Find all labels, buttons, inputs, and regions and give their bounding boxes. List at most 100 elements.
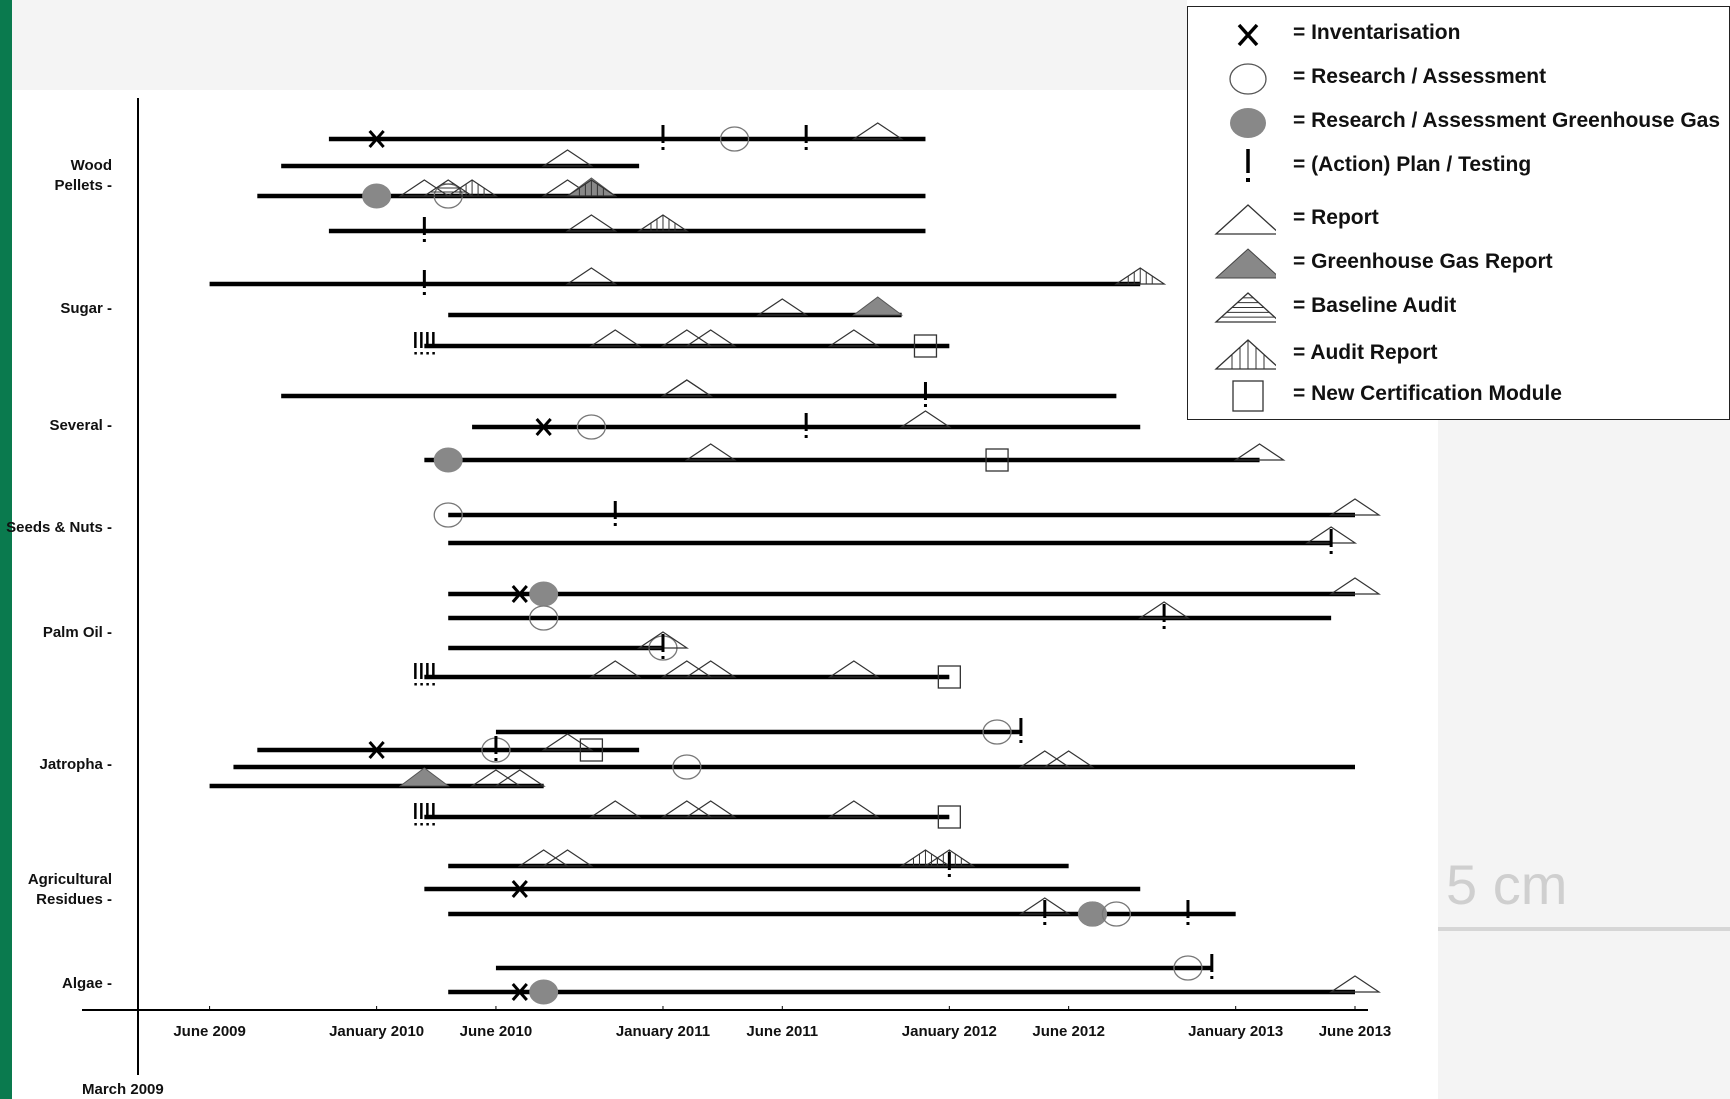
event-marker bbox=[541, 849, 594, 867]
side-accent-bar bbox=[0, 0, 12, 1099]
event-marker bbox=[535, 418, 552, 436]
event-marker bbox=[398, 767, 450, 787]
background-texture-right bbox=[1438, 420, 1730, 1099]
legend-item: = New Certification Module bbox=[1188, 374, 1729, 414]
x-tick-label: January 2012 bbox=[902, 1023, 997, 1040]
legend-item: = Research / Assessment Greenhouse Gas bbox=[1188, 101, 1729, 141]
legend-symbol-icon bbox=[1214, 339, 1276, 370]
event-marker bbox=[636, 214, 689, 232]
legend-symbol-icon bbox=[1214, 248, 1276, 279]
category-label: Agricultural bbox=[28, 871, 112, 888]
event-marker bbox=[1329, 498, 1381, 516]
category-label: Pellets - bbox=[54, 177, 112, 194]
event-marker bbox=[923, 382, 927, 407]
category-label: Wood bbox=[71, 157, 112, 174]
event-marker bbox=[368, 130, 385, 148]
scale-bar bbox=[1438, 927, 1730, 931]
legend-symbol-icon bbox=[1232, 380, 1264, 412]
legend-label: = Baseline Audit bbox=[1293, 294, 1457, 317]
event-marker bbox=[937, 805, 961, 829]
event-marker bbox=[565, 179, 618, 197]
event-marker bbox=[661, 125, 665, 150]
legend-label: = New Certification Module bbox=[1293, 382, 1562, 405]
event-marker bbox=[851, 122, 904, 140]
x-tick-label: June 2012 bbox=[1032, 1023, 1105, 1040]
event-marker bbox=[446, 179, 499, 197]
legend-label: = (Action) Plan / Testing bbox=[1293, 153, 1532, 176]
event-marker bbox=[565, 267, 618, 285]
event-marker bbox=[1329, 975, 1381, 993]
event-marker bbox=[576, 414, 607, 440]
event-marker bbox=[414, 332, 435, 355]
event-marker bbox=[1329, 529, 1333, 554]
event-marker bbox=[613, 501, 617, 526]
event-marker bbox=[982, 719, 1012, 745]
legend-item: = Research / Assessment bbox=[1188, 57, 1729, 97]
event-marker bbox=[672, 754, 702, 780]
x-tick-label: January 2013 bbox=[1188, 1023, 1283, 1040]
event-marker bbox=[517, 849, 570, 867]
event-marker bbox=[985, 448, 1009, 472]
event-marker bbox=[422, 217, 426, 242]
legend-item: = Greenhouse Gas Report bbox=[1188, 242, 1729, 282]
legend-item: = Inventarisation bbox=[1188, 13, 1729, 53]
legend-symbol-icon bbox=[1237, 23, 1259, 47]
legend: = Inventarisation = Research / Assessment… bbox=[1187, 6, 1730, 420]
event-marker bbox=[684, 329, 737, 347]
x-origin-label: March 2009 bbox=[82, 1081, 164, 1098]
event-marker bbox=[684, 660, 737, 678]
legend-label: = Research / Assessment bbox=[1293, 65, 1547, 88]
legend-label: = Research / Assessment Greenhouse Gas bbox=[1293, 109, 1721, 132]
legend-item: = Baseline Audit bbox=[1188, 286, 1729, 326]
event-marker bbox=[1173, 955, 1203, 981]
category-label: Sugar - bbox=[60, 300, 112, 317]
event-marker bbox=[660, 379, 713, 397]
legend-label: = Inventarisation bbox=[1293, 21, 1461, 44]
event-marker bbox=[660, 329, 713, 347]
event-marker bbox=[589, 660, 642, 678]
event-marker bbox=[1114, 267, 1167, 285]
event-marker bbox=[1138, 601, 1191, 619]
event-marker bbox=[660, 660, 713, 678]
event-marker bbox=[433, 502, 463, 528]
x-tick-label: June 2011 bbox=[746, 1023, 818, 1040]
event-marker bbox=[804, 125, 808, 150]
event-marker bbox=[899, 410, 952, 428]
scale-label: 5 cm bbox=[1446, 853, 1568, 916]
event-marker bbox=[1019, 718, 1023, 743]
event-marker bbox=[1329, 577, 1381, 595]
event-marker bbox=[684, 443, 737, 461]
event-marker bbox=[827, 329, 880, 347]
background-texture-top bbox=[12, 0, 1187, 90]
legend-symbol-icon bbox=[1230, 108, 1266, 138]
event-marker bbox=[804, 413, 808, 438]
event-marker bbox=[719, 126, 750, 152]
event-marker bbox=[913, 334, 938, 358]
event-marker bbox=[1162, 604, 1166, 629]
event-marker bbox=[947, 852, 951, 877]
event-marker bbox=[414, 803, 435, 826]
event-marker bbox=[660, 800, 713, 818]
event-marker bbox=[1018, 750, 1071, 768]
event-marker bbox=[511, 585, 528, 603]
event-marker bbox=[511, 983, 528, 1001]
event-marker bbox=[1101, 901, 1132, 927]
event-marker bbox=[469, 769, 522, 787]
legend-symbol-icon bbox=[1214, 292, 1276, 323]
event-marker bbox=[493, 769, 546, 787]
category-label: Jatropha - bbox=[39, 756, 112, 773]
legend-symbol-icon bbox=[1214, 204, 1276, 235]
event-marker bbox=[529, 605, 559, 631]
event-marker bbox=[899, 849, 952, 867]
event-marker bbox=[937, 665, 961, 689]
legend-symbol-icon bbox=[1229, 63, 1267, 95]
category-label: Several - bbox=[49, 417, 112, 434]
event-marker bbox=[1042, 750, 1095, 768]
event-marker bbox=[529, 979, 559, 1005]
event-marker bbox=[1186, 900, 1190, 925]
category-label: Seeds & Nuts - bbox=[6, 519, 112, 536]
event-marker bbox=[414, 663, 435, 686]
legend-item: = (Action) Plan / Testing bbox=[1188, 145, 1729, 185]
x-tick-label: June 2010 bbox=[460, 1023, 533, 1040]
event-marker bbox=[579, 738, 604, 762]
